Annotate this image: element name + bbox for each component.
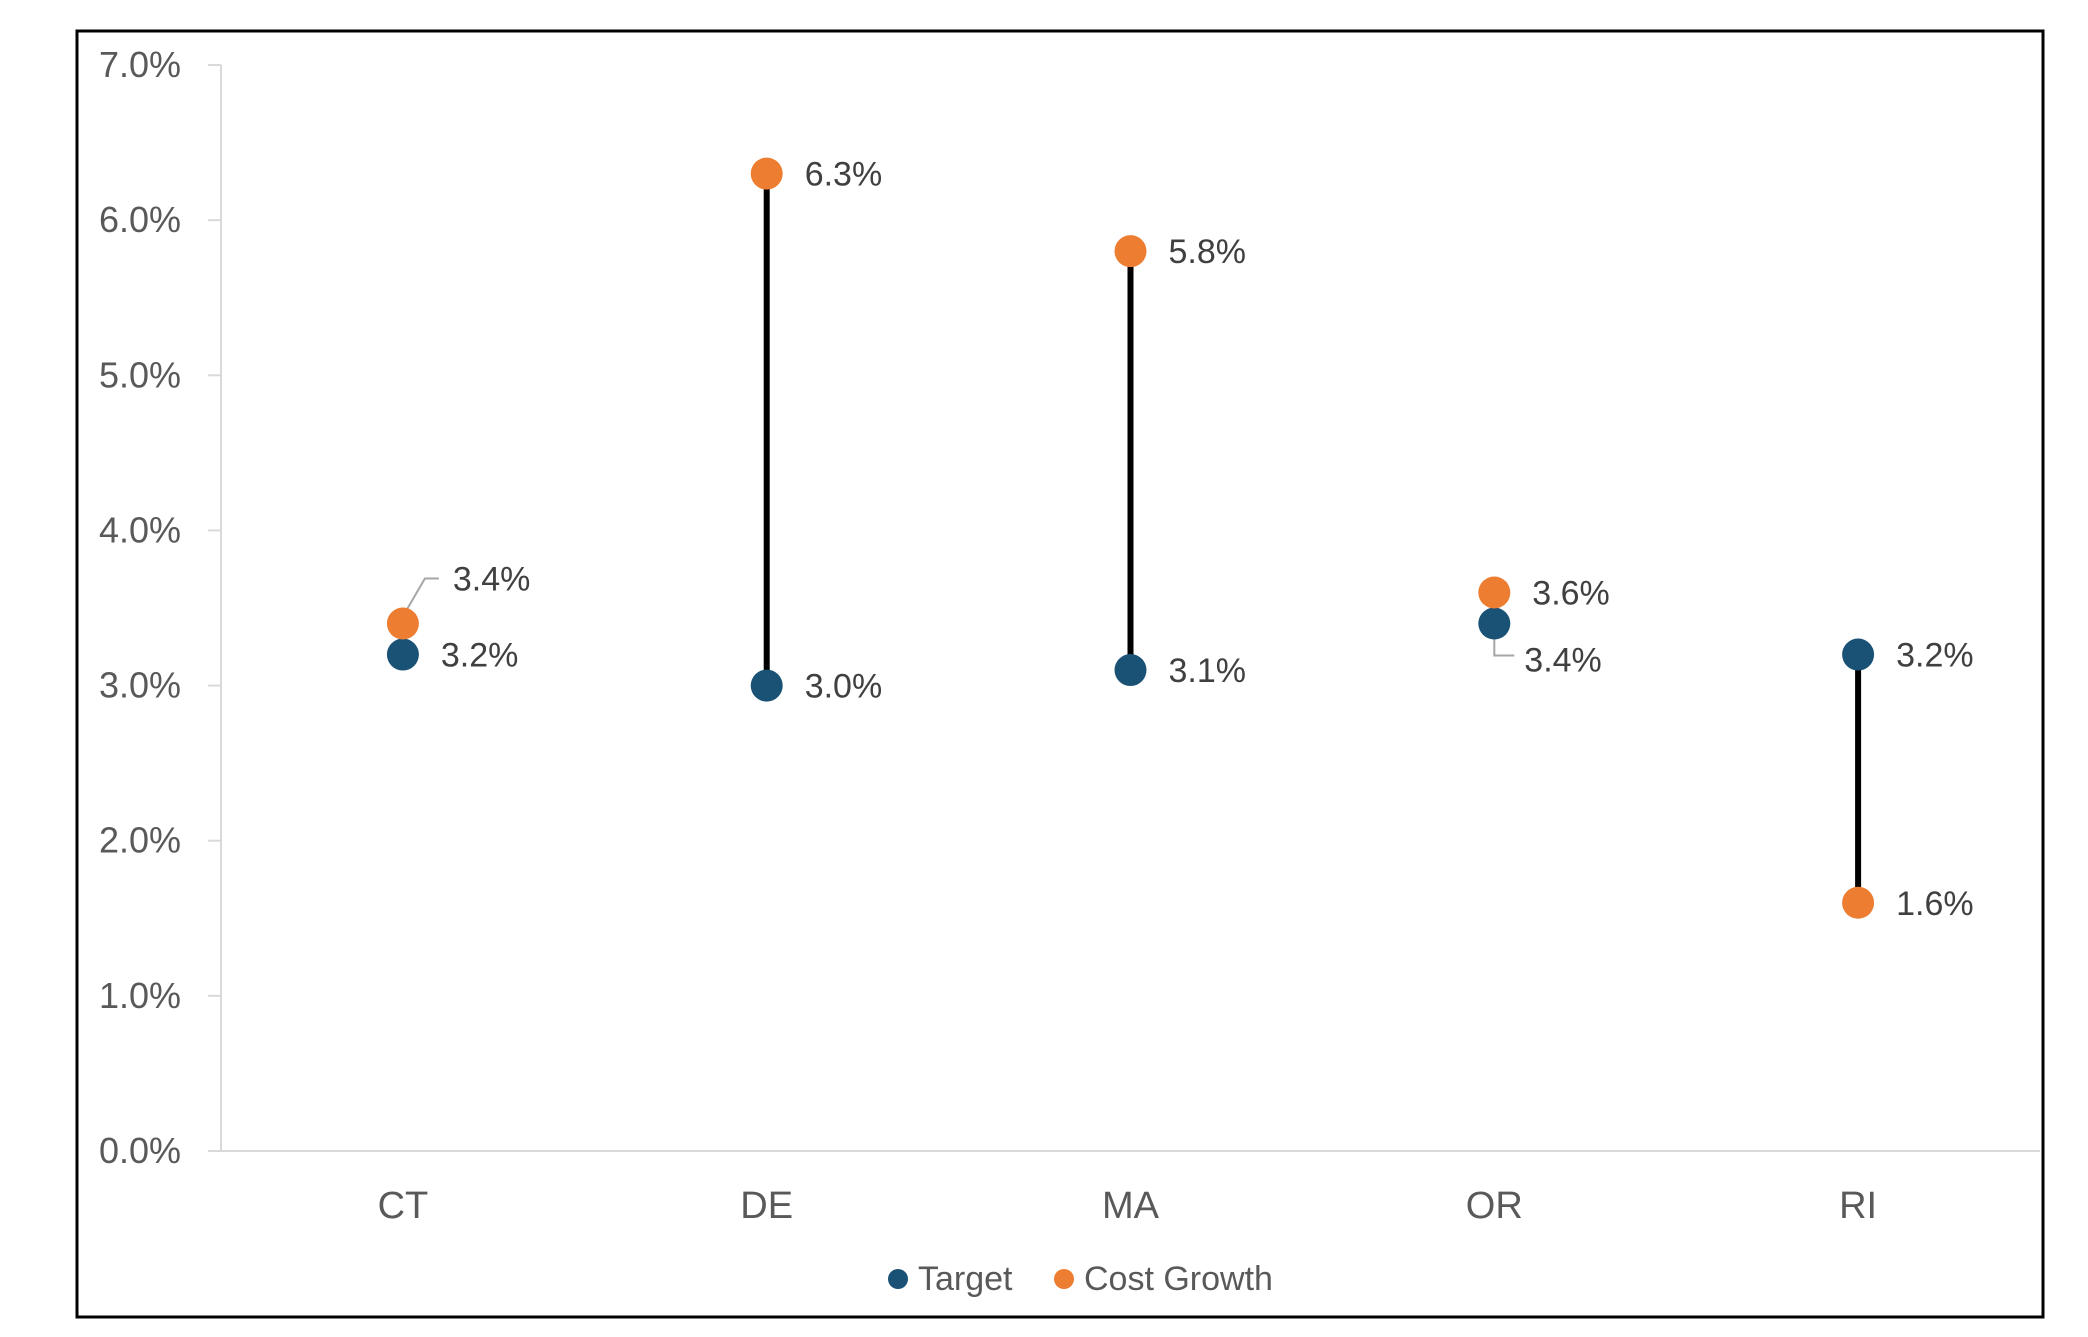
target-point [1842, 638, 1875, 671]
cost-growth-data-label: 3.4% [453, 561, 531, 599]
y-tick-label: 4.0% [99, 509, 181, 550]
x-category-label: CT [378, 1185, 429, 1227]
legend-target-marker [888, 1269, 908, 1289]
target-data-label: 3.0% [805, 668, 883, 706]
x-category-label: DE [740, 1185, 793, 1227]
target-data-label: 3.1% [1169, 652, 1247, 690]
legend-target-label: Target [918, 1260, 1013, 1298]
chart-frame [75, 29, 2045, 1319]
legend-cost-growth-label: Cost Growth [1084, 1260, 1273, 1298]
target-point [750, 669, 783, 702]
cost-growth-point [1478, 576, 1511, 609]
y-tick-label: 6.0% [99, 199, 181, 240]
target-point [1114, 654, 1147, 687]
y-tick-label: 0.0% [99, 1130, 181, 1171]
leader-line [406, 577, 439, 611]
target-point [386, 638, 419, 671]
target-data-label: 3.2% [1896, 637, 1974, 675]
x-category-label: MA [1102, 1185, 1160, 1227]
y-tick-label: 3.0% [99, 665, 181, 706]
x-category-label: OR [1466, 1185, 1523, 1227]
y-tick-label: 1.0% [99, 975, 181, 1016]
cost-growth-data-label: 1.6% [1896, 885, 1974, 923]
y-tick-label: 7.0% [99, 44, 181, 85]
target-data-label: 3.2% [441, 637, 519, 675]
cost-growth-data-label: 3.6% [1532, 574, 1610, 612]
target-point [1478, 607, 1511, 640]
cost-growth-data-label: 5.8% [1169, 233, 1247, 271]
cost-growth-point [1114, 235, 1147, 268]
cost-growth-point [1842, 886, 1875, 919]
cost-growth-point [386, 607, 419, 640]
cost-growth-data-label: 6.3% [805, 156, 883, 194]
target-data-label: 3.4% [1524, 642, 1602, 680]
legend-cost-growth-marker [1054, 1269, 1074, 1289]
x-category-label: RI [1839, 1185, 1877, 1227]
y-tick-label: 2.0% [99, 820, 181, 861]
y-tick-label: 5.0% [99, 354, 181, 395]
leader-line [1493, 637, 1515, 657]
cost-growth-point [750, 157, 783, 190]
